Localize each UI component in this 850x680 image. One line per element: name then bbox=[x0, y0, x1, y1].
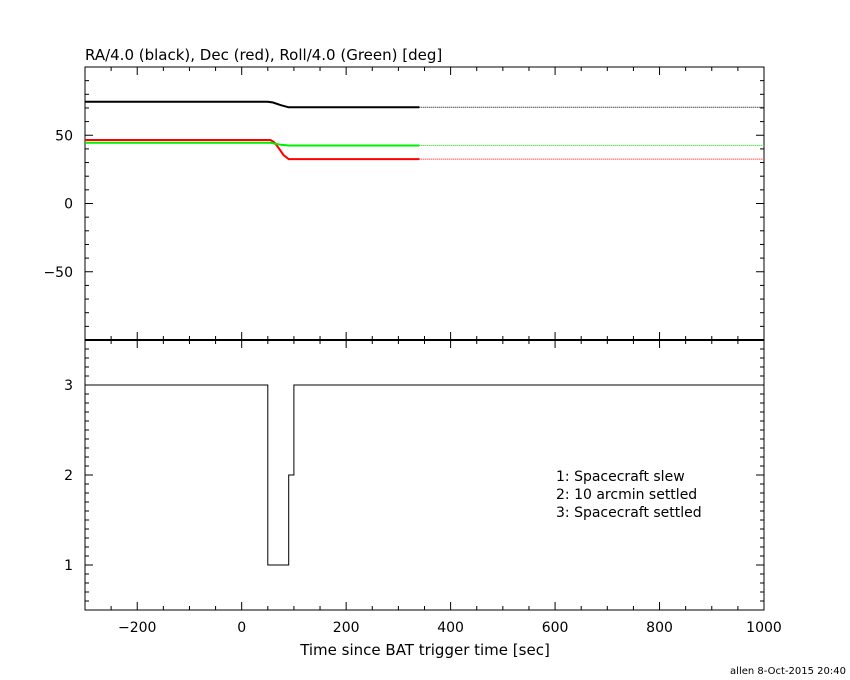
legend-entry-settled: 3: Spacecraft settled bbox=[556, 505, 702, 521]
top-series-lines bbox=[85, 100, 764, 161]
x-tick-label: 600 bbox=[542, 620, 569, 636]
x-tick-label: −200 bbox=[118, 620, 156, 636]
x-tick-label: 1000 bbox=[746, 620, 782, 636]
legend: 1: Spacecraft slew 2: 10 arcmin settled … bbox=[556, 469, 702, 521]
bottom-panel: 3 2 1 −200 0 200 400 600 800 1000 1: Spacecraft … bbox=[64, 339, 782, 659]
legend-entry-10arcmin: 2: 10 arcmin settled bbox=[556, 487, 697, 503]
top-y-tick-labels: 50 0 −50 bbox=[43, 128, 73, 281]
bottom-ticks bbox=[84, 339, 765, 611]
top-y-tick-label: −50 bbox=[43, 265, 73, 281]
ra-line bbox=[85, 100, 420, 109]
bottom-y-tick-labels: 3 2 1 bbox=[64, 378, 73, 574]
bottom-y-tick-label: 2 bbox=[64, 468, 73, 484]
top-y-tick-label: 50 bbox=[55, 128, 73, 144]
x-tick-label: 400 bbox=[437, 620, 464, 636]
bottom-series-lines bbox=[85, 384, 764, 566]
x-tick-label: 800 bbox=[646, 620, 673, 636]
top-ticks bbox=[84, 66, 765, 341]
top-chart-title: RA/4.0 (black), Dec (red), Roll/4.0 (Gre… bbox=[85, 46, 442, 64]
top-panel: 50 0 −50 RA/4.0 (black), Dec (red), Roll/4… bbox=[43, 46, 765, 341]
x-axis-label: Time since BAT trigger time [sec] bbox=[299, 641, 550, 659]
bottom-y-tick-label: 1 bbox=[64, 558, 73, 574]
top-y-tick-label: 0 bbox=[64, 197, 73, 213]
bottom-y-tick-label: 3 bbox=[64, 378, 73, 394]
x-tick-label: 200 bbox=[333, 620, 360, 636]
bottom-x-tick-labels: −200 0 200 400 600 800 1000 bbox=[118, 620, 782, 636]
footer-stamp: allen 8-Oct-2015 20:40 bbox=[730, 666, 846, 677]
settle-status-line bbox=[85, 384, 764, 566]
dec-line bbox=[85, 139, 420, 161]
top-plot-frame bbox=[84, 66, 765, 341]
roll-line bbox=[85, 141, 420, 147]
x-tick-label: 0 bbox=[237, 620, 246, 636]
legend-entry-slew: 1: Spacecraft slew bbox=[556, 469, 685, 485]
